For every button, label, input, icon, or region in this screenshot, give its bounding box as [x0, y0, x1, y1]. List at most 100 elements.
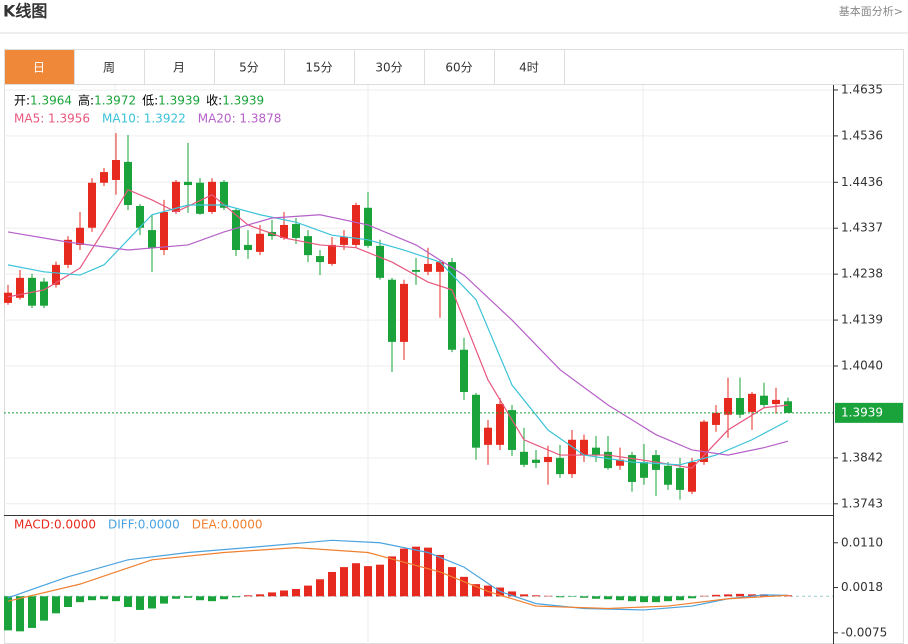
macd-bar: [664, 596, 672, 602]
line: [7, 214, 789, 456]
legend-entry: MACD:0.0000: [14, 518, 96, 532]
candle-body: [316, 256, 324, 263]
tab[interactable]: 4时: [519, 61, 539, 75]
candle-body: [76, 227, 84, 245]
tab[interactable]: 30分: [375, 61, 402, 75]
macd-bar: [196, 596, 204, 601]
candle-body: [112, 160, 120, 180]
macd-bar: [172, 596, 180, 599]
macd-bar: [472, 584, 480, 597]
macd-bar: [340, 567, 348, 597]
macd-bar: [100, 596, 108, 600]
macd-bar: [748, 594, 756, 597]
candle-body: [256, 233, 264, 252]
macd-bar: [292, 589, 300, 597]
line: [7, 204, 789, 466]
candle-body: [784, 401, 792, 413]
last-price-label: 1.3939: [841, 405, 883, 419]
legend-entry: MA10: 1.3922: [102, 112, 186, 126]
macd-bar: [148, 596, 156, 609]
macd-bar: [112, 596, 120, 602]
macd-bar: [592, 596, 600, 599]
candle-body: [208, 181, 216, 212]
y-tick-label: 1.4139: [841, 313, 883, 327]
legend-entry: MA5: 1.3956: [14, 112, 90, 126]
candle-body: [460, 349, 468, 392]
tab[interactable]: 60分: [445, 61, 472, 75]
macd-bar: [700, 595, 708, 597]
candle-body: [124, 161, 132, 206]
macd-bar: [544, 595, 552, 597]
candle-body: [556, 457, 564, 475]
candle-body: [508, 410, 516, 450]
candle-body: [88, 182, 96, 228]
candle-body: [160, 211, 168, 251]
candle-body: [640, 462, 648, 478]
legend-entry: MA20: 1.3878: [198, 112, 282, 126]
candle-body: [328, 244, 336, 264]
tab[interactable]: 月: [173, 61, 185, 75]
y-tick-label: 0.0110: [841, 535, 883, 549]
macd-bar: [436, 554, 444, 597]
macd-bar: [256, 594, 264, 597]
macd-bar: [4, 596, 12, 631]
last-price-box: [835, 402, 903, 423]
candle-body: [100, 172, 108, 183]
macd-bar: [712, 594, 720, 597]
macd-bar: [460, 576, 468, 597]
macd-bar: [388, 556, 396, 597]
quote-value: 1.3972: [94, 94, 136, 108]
candle-body: [712, 412, 720, 425]
candle-body: [16, 277, 24, 298]
tab[interactable]: 日: [33, 61, 45, 75]
y-tick-label: 1.4635: [841, 82, 883, 96]
legend-entry: DIFF:0.0000: [108, 518, 180, 532]
tab[interactable]: 周: [103, 61, 115, 75]
candle-body: [604, 451, 612, 469]
macd-bar: [52, 596, 60, 614]
candle-body: [388, 279, 396, 342]
page-title: K线图: [3, 2, 47, 21]
candle-body: [424, 263, 432, 272]
macd-bar: [604, 596, 612, 600]
macd-bar: [244, 595, 252, 597]
quote-label: 收:: [206, 94, 222, 108]
candle-body: [412, 269, 420, 272]
tab[interactable]: 5分: [239, 61, 259, 75]
y-tick-label: 1.4536: [841, 128, 883, 142]
macd-bar: [304, 585, 312, 597]
y-tick-label: 1.4436: [841, 175, 883, 189]
candle-body: [580, 439, 588, 456]
macd-bar: [232, 596, 240, 598]
macd-bar: [400, 548, 408, 597]
macd-bar: [316, 579, 324, 597]
macd-bar: [268, 592, 276, 597]
tab[interactable]: 15分: [305, 61, 332, 75]
fundamental-link[interactable]: 基本面分析>: [839, 4, 903, 18]
legend-entry: DEA:0.0000: [192, 518, 263, 532]
quote-label: 高:: [78, 93, 94, 108]
candle-body: [244, 244, 252, 251]
macd-bar: [568, 596, 576, 597]
macd-bar: [688, 596, 696, 599]
macd-bar: [448, 567, 456, 597]
y-tick-label: 0.0018: [841, 580, 883, 594]
candle-body: [148, 230, 156, 248]
candle-body: [736, 398, 744, 415]
macd-bar: [640, 596, 648, 603]
candle-body: [496, 404, 504, 445]
plot: 1.4635 1.4536 1.4436 1.4337 1.4238 1.4139 1.40…: [4, 82, 903, 639]
macd-bar: [124, 596, 132, 608]
macd-bar: [556, 596, 564, 598]
candle-body: [364, 207, 372, 246]
y-tick-label: 1.4040: [841, 359, 883, 373]
line: [7, 188, 789, 469]
macd-bar: [412, 546, 420, 597]
macd-bar: [676, 596, 684, 601]
candle-body: [748, 393, 756, 412]
candle-body: [472, 394, 480, 448]
macd-bar: [136, 596, 144, 610]
candle-body: [616, 459, 624, 466]
candle-body: [544, 456, 552, 463]
